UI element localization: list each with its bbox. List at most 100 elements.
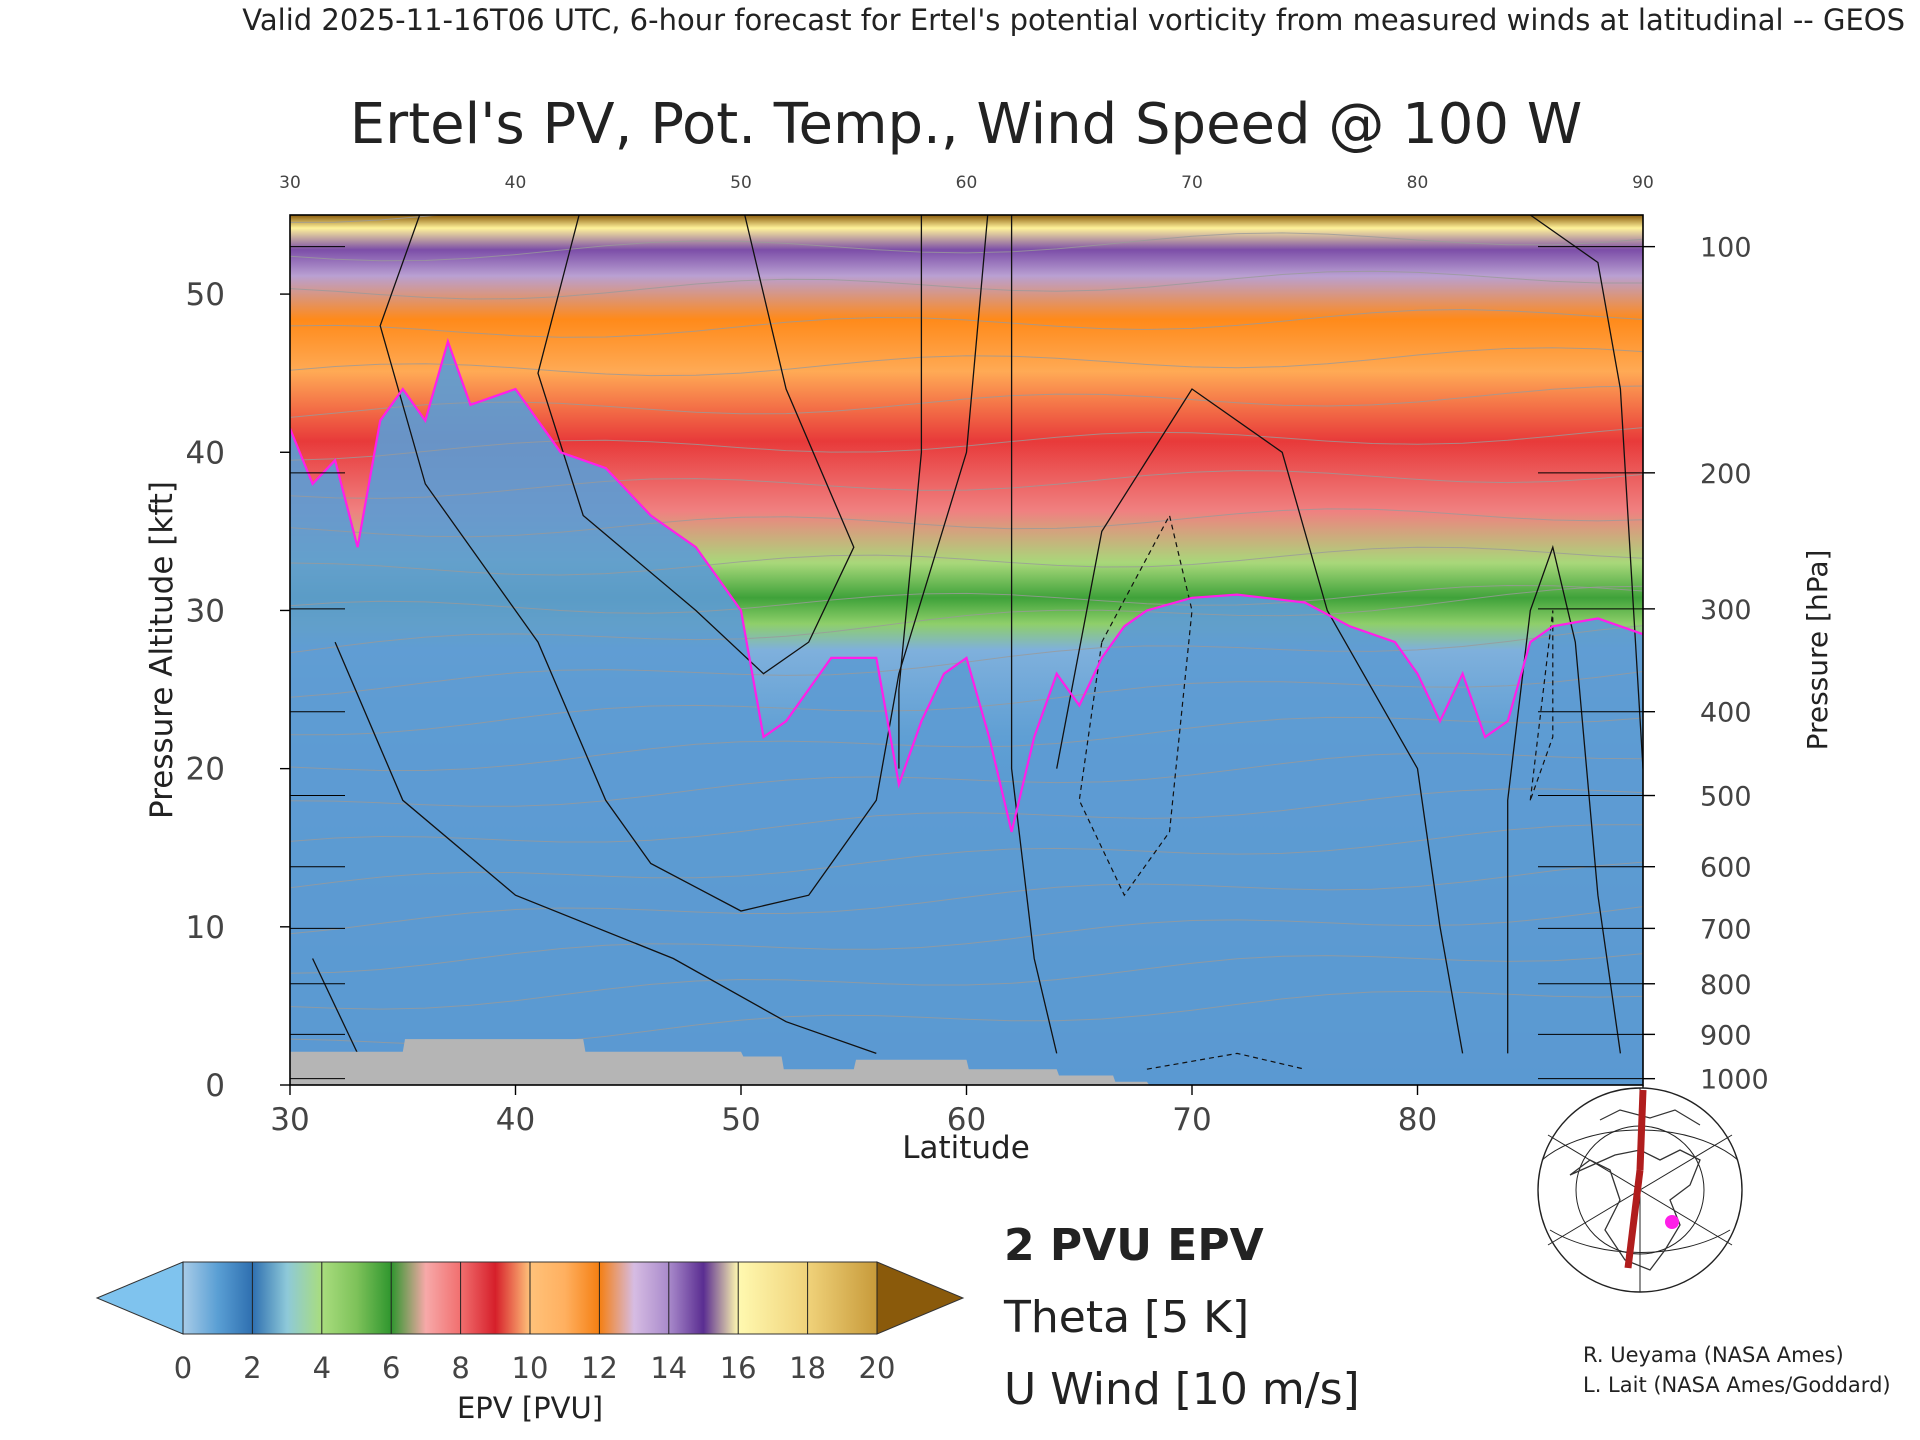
x-axis-label: Latitude [902, 1130, 1030, 1166]
colorbar-tick-label: 20 [859, 1351, 896, 1385]
x-tick-label: 50 [721, 1102, 760, 1138]
x-tick-label: 70 [1172, 1102, 1211, 1138]
wind-contour [898, 215, 923, 769]
wind-contour-negative [1078, 513, 1193, 897]
theta-line [290, 906, 1643, 974]
wind-contour [1010, 215, 1058, 1054]
troposphere-region [290, 341, 1643, 1085]
legend: 2 PVU EPV Theta [5 K] U Wind [10 m/s] [1003, 1220, 1360, 1415]
x-tick-label: 80 [1398, 1102, 1437, 1138]
wind-contour [379, 215, 989, 912]
legend-theta: Theta [5 K] [1003, 1292, 1249, 1343]
theta-line [290, 308, 1643, 338]
pressure-tick-label: 1000 [1700, 1065, 1769, 1096]
x-top-tick-label: 90 [1632, 173, 1654, 193]
theta-line [290, 508, 1643, 538]
wind-contour [537, 215, 855, 675]
theta-line [290, 824, 1643, 889]
colorbar-tick-label: 10 [512, 1351, 549, 1385]
x-top-tick-label: 50 [730, 173, 752, 193]
pressure-tick-label: 200 [1700, 459, 1752, 490]
colorbar-tick-label: 6 [382, 1351, 400, 1385]
plot-area [290, 215, 1643, 1085]
theta-line [290, 953, 1643, 1010]
pressure-tick-label: 400 [1700, 698, 1752, 729]
colorbar-tick-label: 0 [174, 1351, 192, 1385]
pressure-tick-label: 300 [1700, 595, 1752, 626]
y-tick-label: 40 [186, 435, 225, 471]
colorbar-over-arrow [876, 1261, 965, 1335]
wind-contour [1507, 544, 1622, 1054]
chart-title: Ertel's PV, Pot. Temp., Wind Speed @ 100… [350, 92, 1582, 157]
locator-map [1537, 1087, 1743, 1293]
pressure-tick-label: 800 [1700, 970, 1752, 1001]
theta-line [290, 470, 1643, 499]
x-top-tick-label: 30 [279, 173, 301, 193]
colorbar-tick-label: 8 [451, 1351, 469, 1385]
header-text: Valid 2025-11-16T06 UTC, 6-hour forecast… [242, 3, 1905, 37]
theta-line [290, 625, 1643, 698]
x-top-tick-label: 70 [1181, 173, 1203, 193]
theta-line [290, 716, 1643, 771]
y-tick-label: 50 [186, 277, 225, 313]
pressure-tick-label: 100 [1700, 233, 1752, 264]
x-axis-top: 30 40 50 60 70 80 90 [279, 173, 1654, 193]
theta-line [290, 788, 1643, 843]
pressure-tick-label: 600 [1700, 853, 1752, 884]
wind-contour [1529, 215, 1643, 769]
colorbar: 0 2 4 6 8 10 12 14 16 18 20 EPV [PVU] [95, 1261, 965, 1425]
x-top-tick-label: 60 [956, 173, 978, 193]
legend-wind: U Wind [10 m/s] [1004, 1364, 1360, 1415]
theta-line [290, 671, 1643, 736]
theta-line [290, 232, 1643, 262]
wind-contour [312, 958, 359, 1054]
theta-line [290, 385, 1643, 418]
x-tick-label: 40 [496, 1102, 535, 1138]
colorbar-tick-label: 2 [243, 1351, 261, 1385]
pressure-tick-label: 700 [1700, 914, 1752, 945]
y-tick-label: 20 [186, 752, 225, 788]
colorbar-tick-label: 18 [789, 1351, 826, 1385]
pvu-2-line [290, 337, 1643, 833]
cross-section-track [1624, 1169, 1644, 1269]
theta-line [290, 861, 1643, 935]
y-tick-label: 30 [186, 593, 225, 629]
terrain-mask [290, 1039, 1150, 1085]
wind-contour [1056, 388, 1464, 1054]
y-tick-label: 10 [186, 910, 225, 946]
theta-line [290, 585, 1643, 654]
theta-line [290, 752, 1643, 807]
wind-contour-negative [1529, 610, 1554, 801]
theta-isentropes [290, 215, 1643, 1046]
y-axis-right-label: Pressure [hPa] [1801, 550, 1834, 751]
wind-contour [334, 641, 877, 1055]
y-axis-left-label: Pressure Altitude [kft] [144, 481, 180, 819]
colorbar-tick-label: 16 [720, 1351, 757, 1385]
u-wind-contours [312, 215, 1643, 1070]
x-tick-label: 60 [947, 1102, 986, 1138]
colorbar-label: EPV [PVU] [457, 1391, 603, 1425]
credit-2: L. Lait (NASA Ames/Goddard) [1583, 1373, 1891, 1397]
legend-pvu: 2 PVU EPV [1004, 1220, 1264, 1271]
theta-line [290, 546, 1643, 576]
colorbar-tick-label: 4 [313, 1351, 331, 1385]
colorbar-under-arrow [95, 1261, 184, 1335]
x-tick-label: 30 [270, 1102, 309, 1138]
credit-1: R. Ueyama (NASA Ames) [1583, 1343, 1844, 1367]
colorbar-ticks: 0 2 4 6 8 10 12 14 16 18 20 [174, 1262, 896, 1385]
x-top-tick-label: 40 [505, 173, 527, 193]
y-axis-right: 100 200 300 400 500 600 700 800 900 1000 [1643, 233, 1769, 1096]
colorbar-tick-label: 12 [581, 1351, 618, 1385]
y-tick-label: 0 [205, 1068, 225, 1104]
colorbar-tick-label: 14 [650, 1351, 687, 1385]
x-top-tick-label: 80 [1407, 173, 1429, 193]
pressure-tick-label: 900 [1700, 1020, 1752, 1051]
theta-line [290, 584, 1643, 614]
pressure-tick-label: 500 [1700, 782, 1752, 813]
theta-line [290, 347, 1643, 377]
wind-contour-negative [1146, 1052, 1305, 1070]
y-axis-left: 0 10 20 30 40 50 [186, 277, 290, 1104]
locator-marker [1665, 1215, 1679, 1229]
theta-line [290, 270, 1643, 300]
